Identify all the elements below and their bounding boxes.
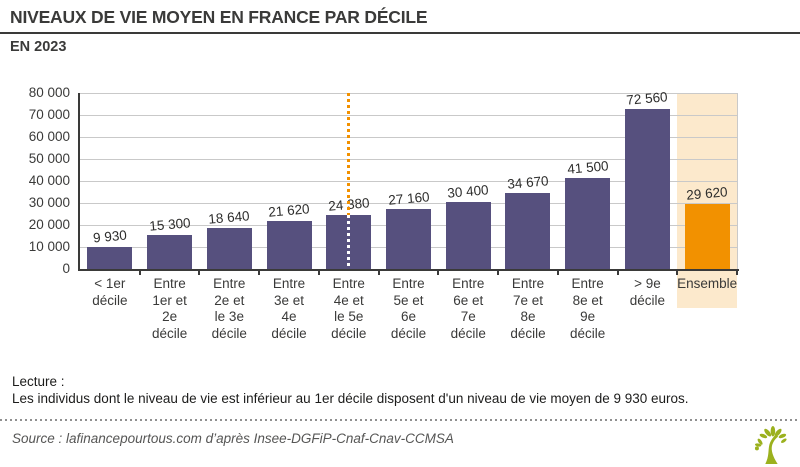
highlight-band [677, 93, 737, 308]
x-axis-label: Entre 5e et 6e décile [390, 276, 427, 341]
y-gridline [80, 181, 737, 182]
plot-right-border [737, 93, 738, 269]
x-axis-tick [497, 271, 500, 275]
bar [206, 228, 252, 269]
bar [624, 109, 670, 269]
x-axis-tick [198, 271, 201, 275]
x-axis-label: > 9e décile [629, 276, 666, 308]
bar [147, 235, 193, 269]
bar [445, 202, 491, 269]
x-axis-tick [676, 271, 679, 275]
x-axis-label: Entre 8e et 9e décile [570, 276, 606, 341]
x-axis-tick [317, 271, 320, 275]
x-axis-label: Entre 1er et 2e décile [151, 276, 188, 341]
x-axis-label: Entre 4e et le 5e décile [331, 276, 367, 341]
bar [266, 221, 312, 269]
page-title: NIVEAUX DE VIE MOYEN EN FRANCE PAR DÉCIL… [10, 7, 428, 27]
x-axis-tick [377, 271, 380, 275]
x-axis-tick [556, 271, 559, 275]
source-text: Source : lafinancepourtous.com d’après I… [12, 431, 454, 446]
y-gridline [80, 93, 737, 94]
bar-ensemble [684, 204, 730, 269]
page-subtitle: EN 2023 [10, 39, 67, 55]
median-line-upper [347, 93, 351, 215]
x-axis-tick [258, 271, 261, 275]
x-axis-label: Entre 6e et 7e décile [450, 276, 486, 341]
bar [386, 209, 431, 269]
bar [565, 178, 611, 269]
lecture-label: Lecture : [12, 374, 65, 389]
x-axis-line [78, 269, 739, 271]
bar [87, 247, 133, 269]
x-axis-label: < 1er décile [92, 276, 128, 308]
y-gridline [80, 137, 737, 138]
y-axis-label: 40 000 [28, 173, 70, 188]
y-gridline [80, 159, 737, 160]
y-axis-label: 80 000 [28, 85, 70, 100]
y-axis-label: 20 000 [28, 217, 70, 232]
x-axis-tick [437, 271, 440, 275]
x-axis-tick [736, 271, 738, 275]
x-axis-label: Ensemble [677, 276, 738, 291]
y-gridline [80, 203, 737, 204]
x-axis-tick [616, 271, 619, 275]
y-axis-label: 0 [62, 261, 70, 276]
y-axis-label: 60 000 [28, 129, 70, 144]
x-axis-tick [138, 271, 141, 275]
y-axis-label: 30 000 [28, 195, 70, 210]
y-axis-label: 70 000 [28, 107, 70, 122]
median-line-on-bar [347, 215, 351, 269]
y-axis-line [78, 93, 80, 271]
dotted-separator [0, 419, 800, 421]
tree-logo [754, 426, 787, 464]
title-rule [0, 32, 800, 34]
x-axis-label: Entre 3e et 4e décile [271, 276, 307, 341]
lecture-text: Les individus dont le niveau de vie est … [12, 391, 689, 406]
y-axis-label: 50 000 [28, 151, 70, 166]
x-axis-label: Entre 7e et 8e décile [510, 276, 546, 341]
x-axis-label: Entre 2e et le 3e décile [211, 276, 247, 341]
y-axis-label: 10 000 [28, 239, 70, 254]
y-gridline [80, 115, 737, 116]
bar [505, 193, 551, 269]
